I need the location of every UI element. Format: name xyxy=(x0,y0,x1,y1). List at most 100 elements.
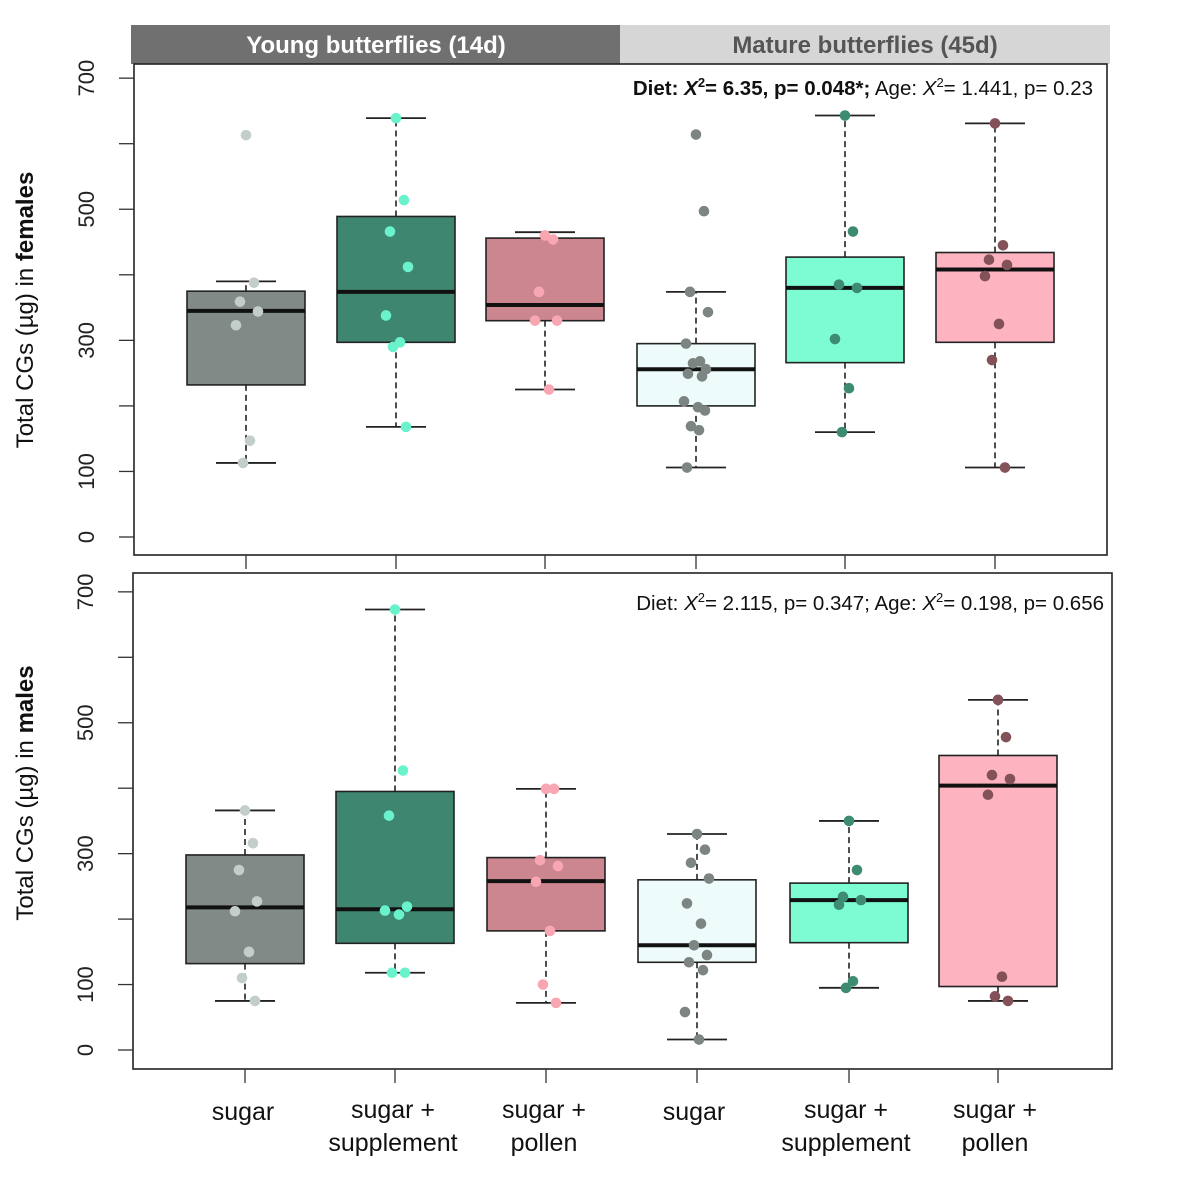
iqr-box xyxy=(935,251,1055,344)
x-category-label-line1: sugar xyxy=(663,1098,726,1126)
x-category-label-line1: sugar xyxy=(212,1098,275,1126)
data-point xyxy=(837,891,849,903)
data-point xyxy=(993,318,1005,330)
males-y-tick-label: 700 xyxy=(73,573,98,610)
males-diet-stats: = 2.115, p= 0.347; xyxy=(705,592,870,615)
data-point xyxy=(534,854,546,866)
data-point xyxy=(989,991,1001,1002)
data-point xyxy=(833,899,845,911)
iqr-box xyxy=(485,237,605,322)
data-point xyxy=(685,857,697,869)
females-ylabel-bold: females xyxy=(12,172,39,261)
data-point xyxy=(680,338,692,349)
data-point xyxy=(537,979,549,990)
males-y-tick-label: 300 xyxy=(73,835,98,872)
data-point xyxy=(691,828,703,840)
data-point xyxy=(982,789,994,801)
data-point xyxy=(252,306,264,317)
data-point xyxy=(249,995,261,1007)
data-point xyxy=(999,462,1011,473)
males-age-sup: 2 xyxy=(936,590,943,605)
females-y-tick-label: 0 xyxy=(74,531,99,543)
data-point xyxy=(986,769,998,781)
females-diet-stats: = 6.35, p= 0.048*; xyxy=(705,77,870,100)
data-point xyxy=(684,286,696,298)
data-point xyxy=(699,405,711,416)
data-point xyxy=(693,1034,705,1045)
data-point xyxy=(383,810,395,821)
data-point xyxy=(833,279,845,290)
females-boxes xyxy=(186,110,1055,473)
data-point xyxy=(681,462,693,473)
x-category-label-line1: sugar + xyxy=(804,1096,888,1124)
data-point xyxy=(1000,731,1012,743)
females-plot-frame xyxy=(133,63,1108,556)
iqr-box xyxy=(336,215,456,344)
females-y-tick-label: 100 xyxy=(74,453,99,490)
data-point xyxy=(548,783,560,795)
data-point xyxy=(843,382,855,394)
males-diet-label: Diet: xyxy=(636,592,684,615)
data-point xyxy=(234,296,246,307)
data-point xyxy=(702,306,714,318)
females-stats-annotation: Diet: X2= 6.35, p= 0.048*; Age: X2= 1.44… xyxy=(633,75,1093,100)
data-point xyxy=(544,925,556,937)
iqr-box xyxy=(335,790,455,945)
data-point xyxy=(243,946,255,958)
males-box-group-3 xyxy=(486,783,606,1009)
females-diet-chi: X xyxy=(683,77,699,100)
data-point xyxy=(1001,259,1013,271)
data-point xyxy=(1004,773,1016,785)
males-age-stats: = 0.198, p= 0.656 xyxy=(943,592,1104,615)
data-point xyxy=(851,282,863,294)
data-point xyxy=(697,964,709,976)
males-box-group-4 xyxy=(637,828,757,1045)
females-y-axis: 0 100 300 500 700 xyxy=(74,60,134,543)
data-point xyxy=(683,956,695,968)
x-category-label-line2: pollen xyxy=(962,1129,1029,1157)
iqr-box xyxy=(636,342,756,407)
females-box-group-6 xyxy=(935,118,1055,473)
strip-mature-background xyxy=(620,25,1110,64)
males-box-group-2 xyxy=(335,604,455,979)
data-point xyxy=(244,435,256,446)
data-point xyxy=(251,896,263,907)
females-ylabel-prefix: Total CGs (µg) in xyxy=(12,261,39,448)
data-point xyxy=(996,971,1008,982)
males-box-group-5 xyxy=(789,815,909,994)
data-point xyxy=(248,277,260,288)
males-age-chi: X xyxy=(921,592,937,615)
males-y-tick-label: 100 xyxy=(73,966,98,1003)
data-point xyxy=(237,457,249,469)
x-category-label-line1: sugar + xyxy=(351,1096,435,1124)
males-y-tick-label: 500 xyxy=(73,704,98,741)
iqr-box xyxy=(789,882,909,944)
data-point xyxy=(836,426,848,438)
iqr-box xyxy=(486,856,606,932)
males-ylabel-bold: males xyxy=(12,665,39,733)
data-point xyxy=(379,905,391,916)
strip-young-background xyxy=(131,25,620,64)
data-point xyxy=(236,972,248,984)
males-x-axis xyxy=(244,1069,999,1083)
data-point xyxy=(847,975,859,987)
data-point xyxy=(688,939,700,951)
data-point xyxy=(543,384,555,395)
males-boxes xyxy=(185,604,1058,1045)
iqr-box xyxy=(785,256,905,364)
data-point xyxy=(529,315,541,326)
data-point xyxy=(992,694,1004,706)
data-point xyxy=(387,341,399,353)
females-age-label: Age: xyxy=(870,77,922,100)
data-point xyxy=(233,864,245,876)
females-y-tick-label: 300 xyxy=(74,322,99,359)
data-point xyxy=(533,286,545,298)
females-y-tick-label: 700 xyxy=(74,60,99,97)
data-point xyxy=(983,254,995,266)
data-point xyxy=(695,918,707,929)
data-point xyxy=(829,333,841,345)
males-ylabel-prefix: Total CGs (µg) in xyxy=(12,733,39,920)
data-point xyxy=(540,783,552,795)
